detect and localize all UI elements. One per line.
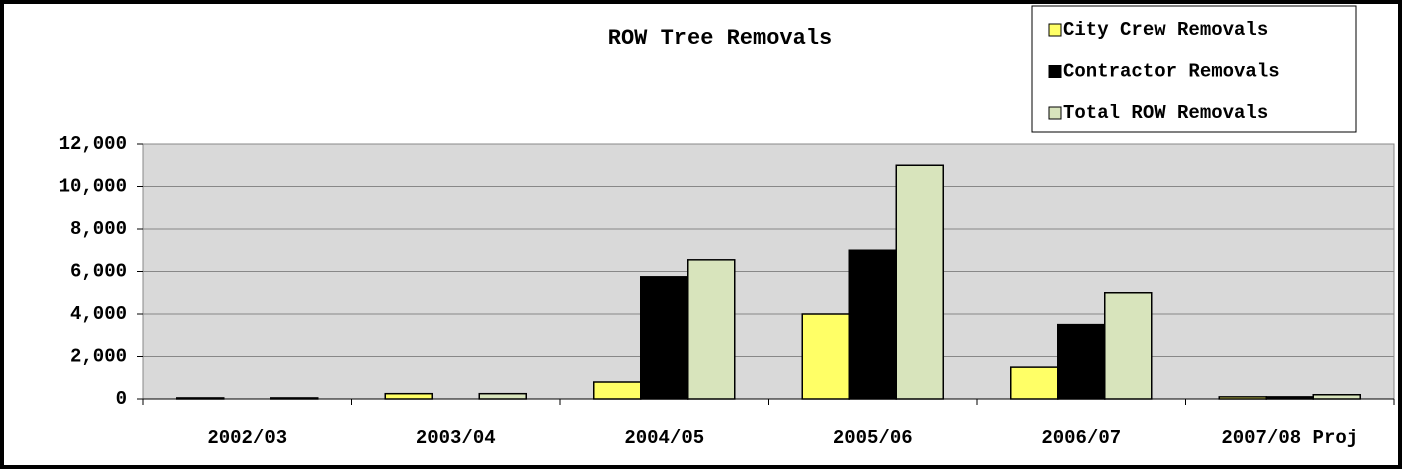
bar — [1104, 292, 1153, 400]
legend-swatch — [1048, 23, 1062, 37]
x-tick-label: 2007/08 Proj — [1221, 427, 1358, 449]
x-tick-label: 2004/05 — [624, 427, 704, 449]
x-tick-label: 2002/03 — [207, 427, 287, 449]
legend-label: Total ROW Removals — [1063, 102, 1268, 124]
bar — [1057, 323, 1106, 400]
bar — [270, 397, 319, 400]
y-tick-label: 6,000 — [70, 261, 127, 283]
bar — [1265, 396, 1314, 400]
bar — [848, 249, 897, 400]
y-tick-label: 8,000 — [70, 218, 127, 240]
bar — [478, 392, 527, 400]
y-tick-label: 2,000 — [70, 346, 127, 368]
legend-label: City Crew Removals — [1063, 19, 1268, 41]
y-tick-label: 12,000 — [59, 133, 127, 155]
legend-label: Contractor Removals — [1063, 61, 1280, 83]
y-tick-label: 0 — [116, 388, 127, 410]
bar — [176, 397, 225, 400]
bar — [1010, 366, 1059, 400]
bar — [640, 276, 689, 400]
x-tick-label: 2003/04 — [416, 427, 496, 449]
legend-swatch — [1048, 106, 1062, 120]
bar — [1218, 396, 1267, 400]
x-tick-label: 2005/06 — [833, 427, 913, 449]
bar — [801, 313, 850, 400]
y-tick-label: 10,000 — [59, 176, 127, 198]
bar — [687, 259, 736, 400]
bar — [593, 381, 642, 400]
bar — [384, 392, 433, 400]
y-tick-label: 4,000 — [70, 303, 127, 325]
x-tick-label: 2006/07 — [1041, 427, 1121, 449]
bar — [895, 164, 944, 400]
bar — [1312, 394, 1361, 400]
legend-swatch — [1048, 65, 1062, 78]
legend-box — [1031, 5, 1357, 133]
chart-title: ROW Tree Removals — [608, 26, 832, 51]
